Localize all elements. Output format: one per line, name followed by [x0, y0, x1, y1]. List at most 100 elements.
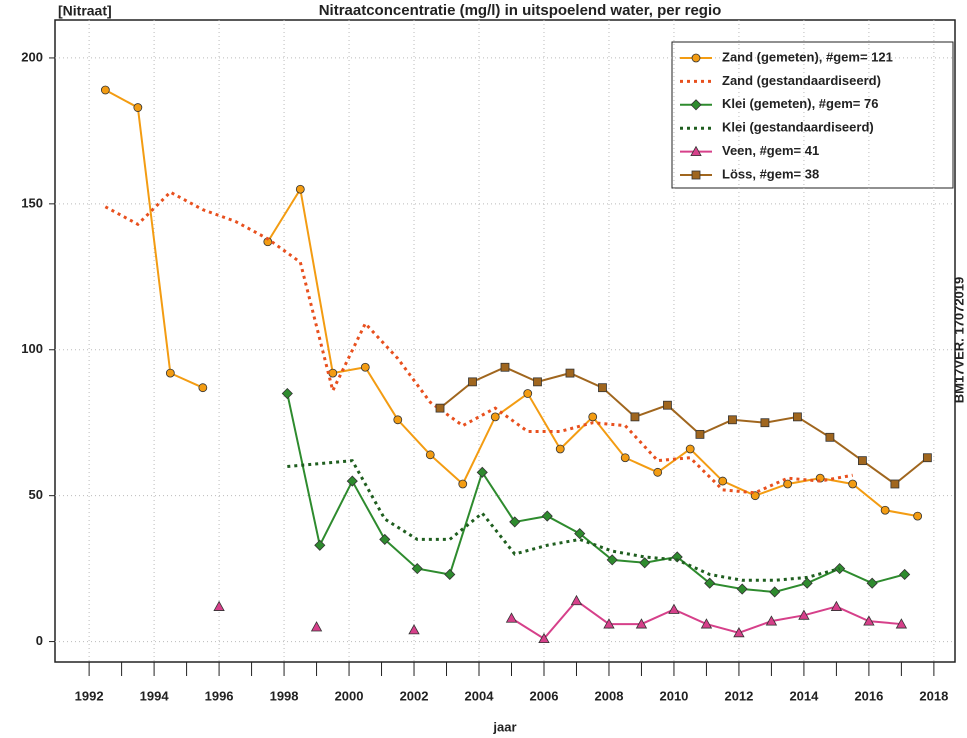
marker — [360, 362, 370, 372]
legend-marker — [691, 170, 701, 180]
marker — [533, 377, 542, 387]
marker — [379, 533, 391, 546]
legend-label: Klei (gemeten), #gem= 76 — [722, 96, 878, 111]
marker — [100, 85, 110, 95]
x-tick-label: 1994 — [140, 688, 170, 703]
marker — [133, 103, 143, 112]
marker — [630, 412, 640, 422]
x-tick-label: 2004 — [465, 688, 495, 703]
marker — [733, 626, 745, 638]
marker — [718, 476, 728, 486]
marker — [685, 444, 695, 454]
marker — [895, 618, 908, 629]
marker — [411, 563, 423, 575]
y-tick-label: 150 — [21, 195, 43, 210]
x-tick-label: 2010 — [659, 688, 688, 703]
marker — [671, 551, 683, 563]
marker — [328, 368, 338, 378]
marker — [913, 511, 923, 521]
legend-label: Veen, #gem= 41 — [722, 143, 819, 158]
marker — [700, 618, 713, 629]
marker — [620, 453, 630, 463]
marker — [505, 612, 518, 623]
marker — [444, 568, 456, 581]
marker — [783, 479, 793, 489]
marker — [880, 505, 890, 515]
x-tick-label: 2012 — [724, 688, 753, 703]
marker — [541, 510, 553, 522]
x-tick-label: 2000 — [335, 688, 364, 703]
marker — [769, 586, 781, 598]
marker — [198, 383, 208, 393]
marker — [668, 603, 680, 614]
plot-frame — [54, 19, 956, 663]
marker — [435, 403, 445, 413]
legend — [671, 41, 954, 189]
marker — [760, 418, 770, 428]
marker — [863, 615, 875, 626]
marker — [425, 450, 435, 460]
marker — [295, 184, 305, 194]
marker — [848, 479, 858, 489]
x-tick-label: 2014 — [789, 688, 819, 703]
x-tick-label: 2016 — [854, 688, 883, 703]
marker — [635, 618, 648, 629]
marker — [213, 600, 225, 611]
marker — [555, 444, 565, 454]
y-tick-label: 100 — [21, 341, 43, 356]
marker — [165, 368, 175, 378]
marker — [346, 475, 358, 487]
x-tick-label: 2018 — [919, 688, 948, 703]
marker — [825, 432, 835, 442]
marker — [728, 415, 737, 425]
marker — [922, 453, 932, 463]
legend-marker — [690, 145, 702, 157]
series-line — [286, 393, 905, 593]
series-line — [439, 366, 929, 486]
marker — [765, 615, 778, 626]
marker — [458, 479, 468, 489]
marker — [858, 456, 867, 466]
marker — [310, 621, 323, 632]
marker — [603, 618, 615, 629]
marker — [565, 368, 575, 378]
marker — [704, 577, 716, 589]
x-tick-label: 2006 — [530, 688, 559, 703]
marker — [509, 516, 521, 528]
x-axis-label: jaar — [492, 719, 516, 734]
marker — [393, 415, 403, 425]
x-tick-label: 1996 — [205, 688, 234, 703]
marker — [653, 467, 663, 477]
legend-label: Klei (gestandaardiseerd) — [722, 120, 874, 135]
marker — [798, 609, 810, 620]
y-tick-label: 50 — [29, 487, 43, 502]
marker — [476, 466, 488, 478]
y-axis-label: [Nitraat] — [58, 3, 112, 19]
marker — [468, 377, 477, 387]
marker — [574, 528, 586, 540]
marker — [314, 539, 326, 551]
legend-label: Zand (gemeten), #gem= 121 — [722, 49, 893, 64]
y-tick-label: 0 — [36, 633, 43, 648]
series-line — [287, 459, 841, 582]
x-tick-label: 2008 — [595, 688, 624, 703]
marker — [598, 383, 607, 393]
marker — [663, 400, 672, 410]
marker — [523, 389, 533, 398]
marker — [793, 412, 802, 422]
marker — [538, 632, 550, 644]
marker — [830, 600, 843, 611]
marker — [588, 412, 598, 422]
x-tick-label: 1992 — [75, 688, 104, 703]
x-tick-label: 1998 — [270, 688, 299, 703]
marker — [570, 594, 583, 606]
marker — [890, 479, 900, 489]
y-tick-label: 200 — [21, 49, 43, 64]
legend-marker — [691, 53, 701, 63]
marker — [695, 429, 705, 439]
marker — [639, 557, 651, 569]
marker — [801, 577, 813, 589]
legend-label: Löss, #gem= 38 — [722, 166, 819, 181]
marker — [866, 577, 878, 589]
